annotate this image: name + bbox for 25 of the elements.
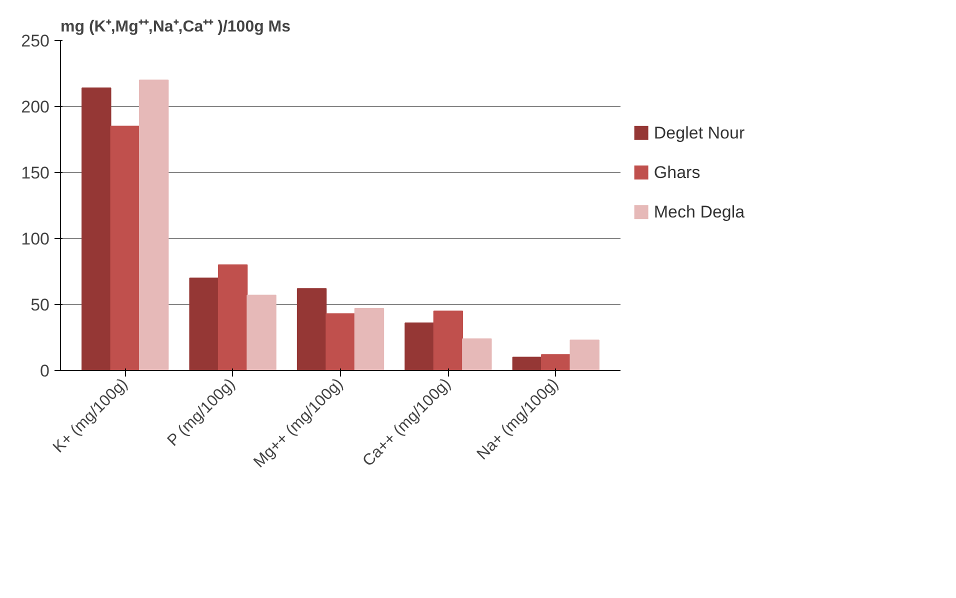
bar: [570, 340, 600, 370]
y-tick-label: 250: [21, 32, 50, 50]
legend-label: Ghars: [654, 163, 700, 182]
chart-title: mg (K⁺,Mg⁺⁺,Na⁺,Ca⁺⁺ )/100g Ms: [60, 18, 291, 36]
bar: [246, 294, 276, 370]
bar: [296, 288, 327, 370]
bar: [404, 322, 434, 370]
y-tick-label: 0: [40, 362, 50, 380]
bar: [189, 278, 219, 370]
bar: [110, 126, 140, 370]
bar: [512, 356, 542, 370]
bar: [462, 338, 492, 370]
bar: [218, 264, 248, 370]
y-tick-label: 50: [30, 296, 50, 314]
bar: [82, 88, 112, 370]
y-tick-label: 150: [21, 164, 50, 182]
y-tick-label: 100: [21, 230, 50, 248]
bar: [541, 354, 571, 370]
legend-label: Mech Degla: [654, 202, 746, 222]
bar: [433, 310, 464, 370]
y-tick-label: 200: [21, 98, 50, 116]
legend-label: Deglet Nour: [654, 123, 745, 142]
bar: [326, 313, 356, 370]
bar: [354, 308, 384, 370]
bar: [138, 80, 169, 370]
